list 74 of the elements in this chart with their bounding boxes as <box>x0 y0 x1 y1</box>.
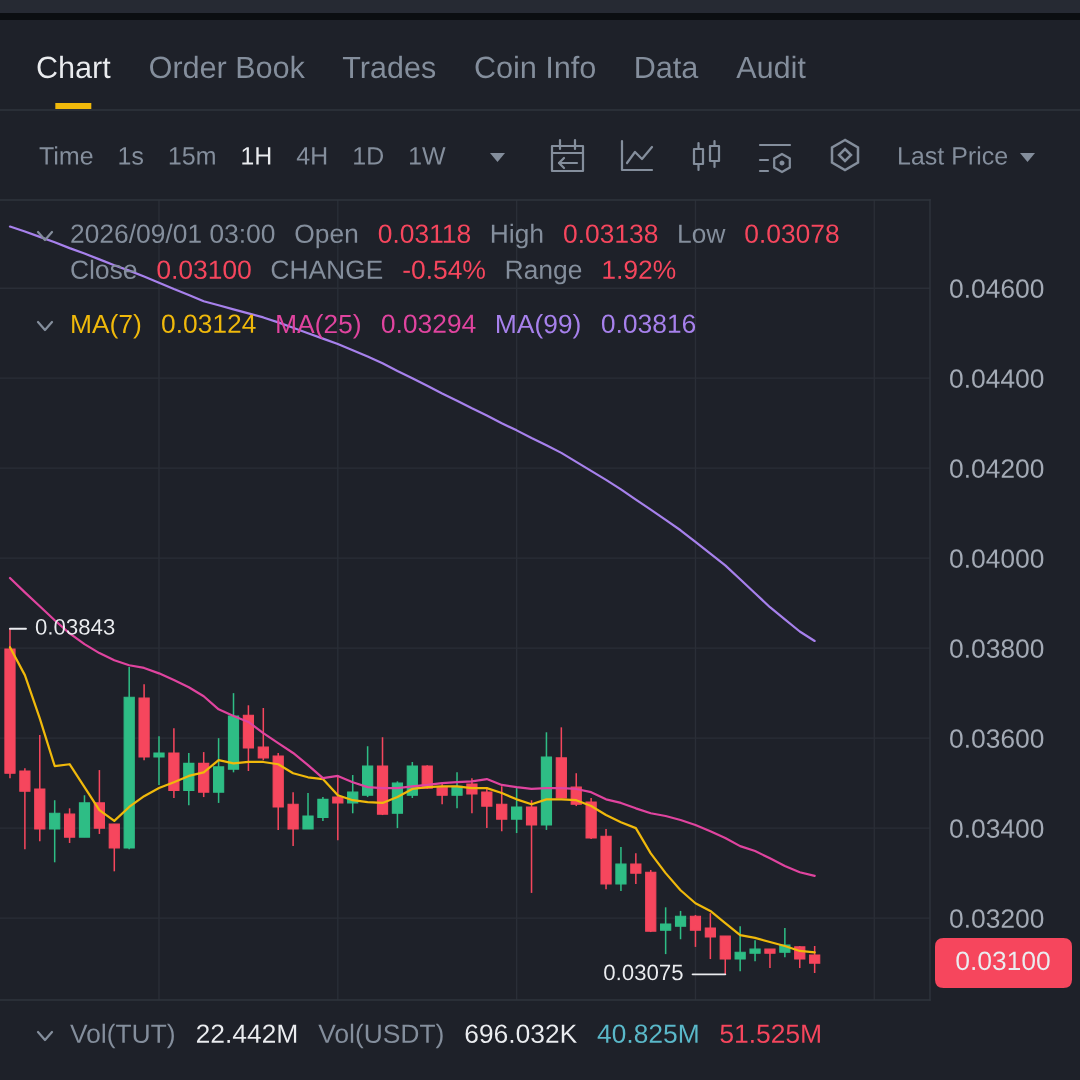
candlestick <box>257 707 269 761</box>
text: MA(7) <box>72 314 141 339</box>
text: Chart <box>37 55 111 79</box>
text: 1s <box>119 147 143 165</box>
candlestick <box>749 939 761 963</box>
candlestick <box>764 948 776 969</box>
annotation: 0.03138 <box>564 224 658 244</box>
annotation: 0.03118 <box>378 224 471 244</box>
candlestick <box>49 799 61 864</box>
text: 15m <box>169 147 215 165</box>
candlestick <box>332 774 344 842</box>
candlestick <box>615 846 627 892</box>
text: 0.03100 <box>956 951 1050 971</box>
annotation: Range <box>506 260 582 285</box>
annotation: 0.03100 <box>157 260 251 280</box>
text: Data <box>636 56 699 79</box>
y-tick-label: 0.03200 <box>950 909 1044 928</box>
annotation: High <box>491 223 543 249</box>
candlestick <box>525 799 538 894</box>
line-series <box>8 576 816 877</box>
text: 696.032K <box>465 1024 577 1044</box>
text: 1W <box>410 147 446 165</box>
text: 51.525M <box>720 1024 820 1044</box>
annotation: 0.03816 <box>601 314 696 334</box>
candlestick <box>704 912 716 960</box>
text: Last Price <box>899 146 1008 165</box>
text: 1D <box>354 147 384 165</box>
annotation: 2026/09/01 03:00 <box>71 223 275 244</box>
candlestick <box>630 852 642 885</box>
annotation: 0.03078 <box>745 224 839 244</box>
annotation: Open <box>295 224 358 249</box>
candlestick <box>809 945 821 974</box>
candlestick <box>436 782 448 806</box>
text: 40.825M <box>597 1024 698 1044</box>
candlestick <box>511 786 523 834</box>
annotation: 0.03075 <box>604 964 683 981</box>
y-tick-label: 0.04400 <box>950 369 1044 388</box>
annotation: CHANGE <box>271 260 383 280</box>
candlestick <box>317 796 329 822</box>
annotation: 0.03124 <box>162 314 256 334</box>
text: Vol(USDT) <box>318 1023 443 1049</box>
annotation: Low <box>679 224 726 244</box>
text: 1H <box>242 147 271 165</box>
text: Vol(TUT) <box>70 1023 174 1049</box>
y-tick-label: 0.04000 <box>950 549 1044 568</box>
text: 4H <box>296 147 327 165</box>
text: 22.442M <box>196 1024 297 1043</box>
y-tick-label: 0.04200 <box>950 459 1044 478</box>
candlestick <box>302 792 314 830</box>
candlestick <box>496 785 508 833</box>
candlestick <box>153 735 165 786</box>
y-tick-label: 0.03800 <box>950 639 1044 658</box>
candlestick <box>108 823 120 873</box>
annotation: 0.03294 <box>381 314 476 334</box>
candlestick <box>63 807 76 844</box>
candlestick <box>674 910 687 941</box>
text: Trades <box>342 55 436 79</box>
y-tick-label: 0.03400 <box>950 819 1044 838</box>
text: Time <box>39 146 93 165</box>
candlestick <box>734 925 746 972</box>
text: Order Book <box>150 55 305 79</box>
y-tick-label: 0.03600 <box>950 729 1044 748</box>
annotation: 1.92% <box>603 260 676 280</box>
candlestick <box>19 767 31 851</box>
annotation: -0.54% <box>403 260 485 280</box>
text: Audit <box>736 55 806 79</box>
y-tick-label: 0.04600 <box>950 279 1044 299</box>
candlestick <box>451 771 463 810</box>
candlestick <box>689 914 702 948</box>
candlestick <box>660 906 672 955</box>
candlestick <box>481 786 493 829</box>
text: Coin Info <box>475 55 596 79</box>
candlestick <box>719 935 731 976</box>
text: MA(99) <box>497 314 580 339</box>
